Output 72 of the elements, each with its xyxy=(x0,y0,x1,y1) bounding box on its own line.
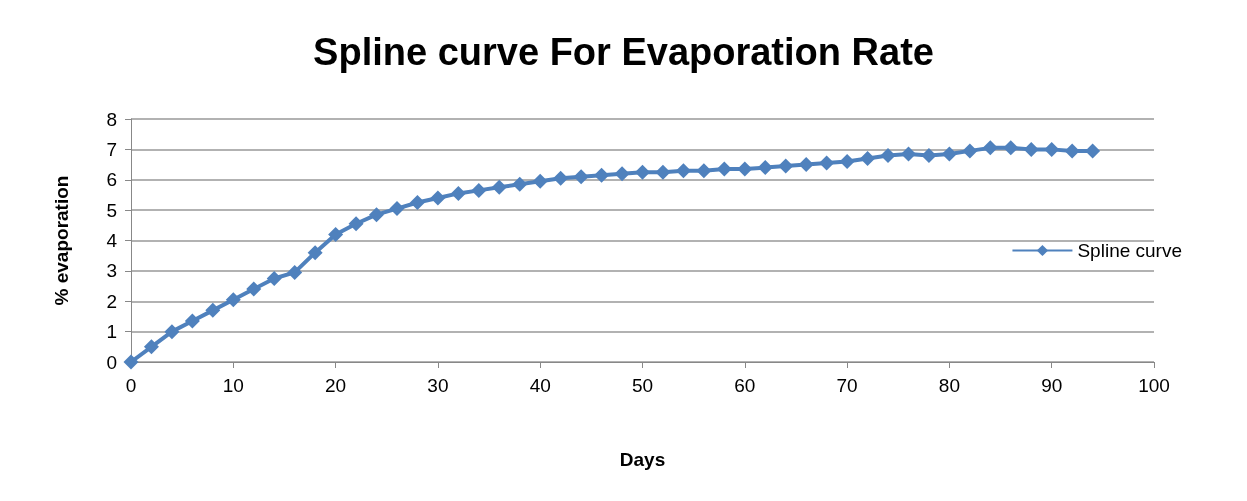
y-axis-title: % evaporation xyxy=(51,175,72,306)
point xyxy=(307,245,323,261)
point xyxy=(798,157,814,173)
point xyxy=(143,339,159,355)
point xyxy=(778,158,794,174)
point xyxy=(471,182,487,198)
point xyxy=(900,146,916,162)
x-axis-title: Days xyxy=(619,449,666,470)
y-tick-label: 4 xyxy=(106,230,118,251)
x-tick-label: 80 xyxy=(938,375,960,396)
point xyxy=(287,264,303,280)
point xyxy=(696,163,712,179)
point xyxy=(1064,143,1080,159)
point xyxy=(921,147,937,163)
point xyxy=(450,185,466,201)
point xyxy=(635,164,650,180)
point xyxy=(430,190,446,206)
x-tick-label: 50 xyxy=(631,375,654,396)
point xyxy=(266,270,282,286)
point xyxy=(941,146,957,162)
point xyxy=(860,150,876,166)
y-tick-label: 6 xyxy=(106,169,117,191)
y-tick-label: 8 xyxy=(106,108,117,130)
point xyxy=(655,164,671,180)
x-tick-label: 30 xyxy=(427,375,449,396)
point xyxy=(982,140,998,156)
legend-label: Spline curve xyxy=(1077,240,1183,261)
point xyxy=(1023,141,1039,157)
point xyxy=(962,143,978,159)
point xyxy=(819,155,835,171)
x-tick-label: 100 xyxy=(1138,375,1170,396)
point xyxy=(491,179,507,195)
point xyxy=(369,207,385,223)
point xyxy=(532,173,548,189)
point xyxy=(553,170,569,186)
point xyxy=(839,154,855,170)
x-tick-label: 10 xyxy=(222,375,244,396)
x-tick-label: 70 xyxy=(836,375,858,396)
x-tick-label: 60 xyxy=(734,375,756,396)
point xyxy=(573,169,589,185)
y-tick-label: 0 xyxy=(106,351,117,373)
x-tick-label: 20 xyxy=(325,375,347,396)
point xyxy=(675,163,691,179)
point xyxy=(1003,140,1019,156)
point xyxy=(614,166,630,182)
point xyxy=(880,147,896,163)
point xyxy=(184,313,200,329)
point xyxy=(409,195,425,211)
point xyxy=(389,201,405,217)
x-tick-label: 0 xyxy=(125,375,137,396)
point xyxy=(205,302,221,318)
x-tick-label: 90 xyxy=(1041,375,1063,396)
point xyxy=(348,216,364,232)
point xyxy=(164,324,180,340)
point xyxy=(737,161,753,177)
point xyxy=(328,226,344,242)
point xyxy=(594,167,610,183)
y-tick-label: 2 xyxy=(106,290,117,312)
y-tick-label: 1 xyxy=(106,321,117,343)
point xyxy=(246,281,262,297)
point xyxy=(757,160,773,176)
chart-title: Spline curve For Evaporation Rate xyxy=(313,31,934,73)
point xyxy=(512,176,528,192)
point xyxy=(716,161,732,177)
point xyxy=(225,292,241,308)
point xyxy=(123,354,139,370)
y-tick-label: 3 xyxy=(106,260,117,282)
point xyxy=(1085,143,1101,159)
point xyxy=(1044,141,1060,157)
x-tick-label: 40 xyxy=(529,375,551,396)
y-tick-label: 5 xyxy=(106,199,117,221)
y-tick-label: 7 xyxy=(106,138,117,160)
